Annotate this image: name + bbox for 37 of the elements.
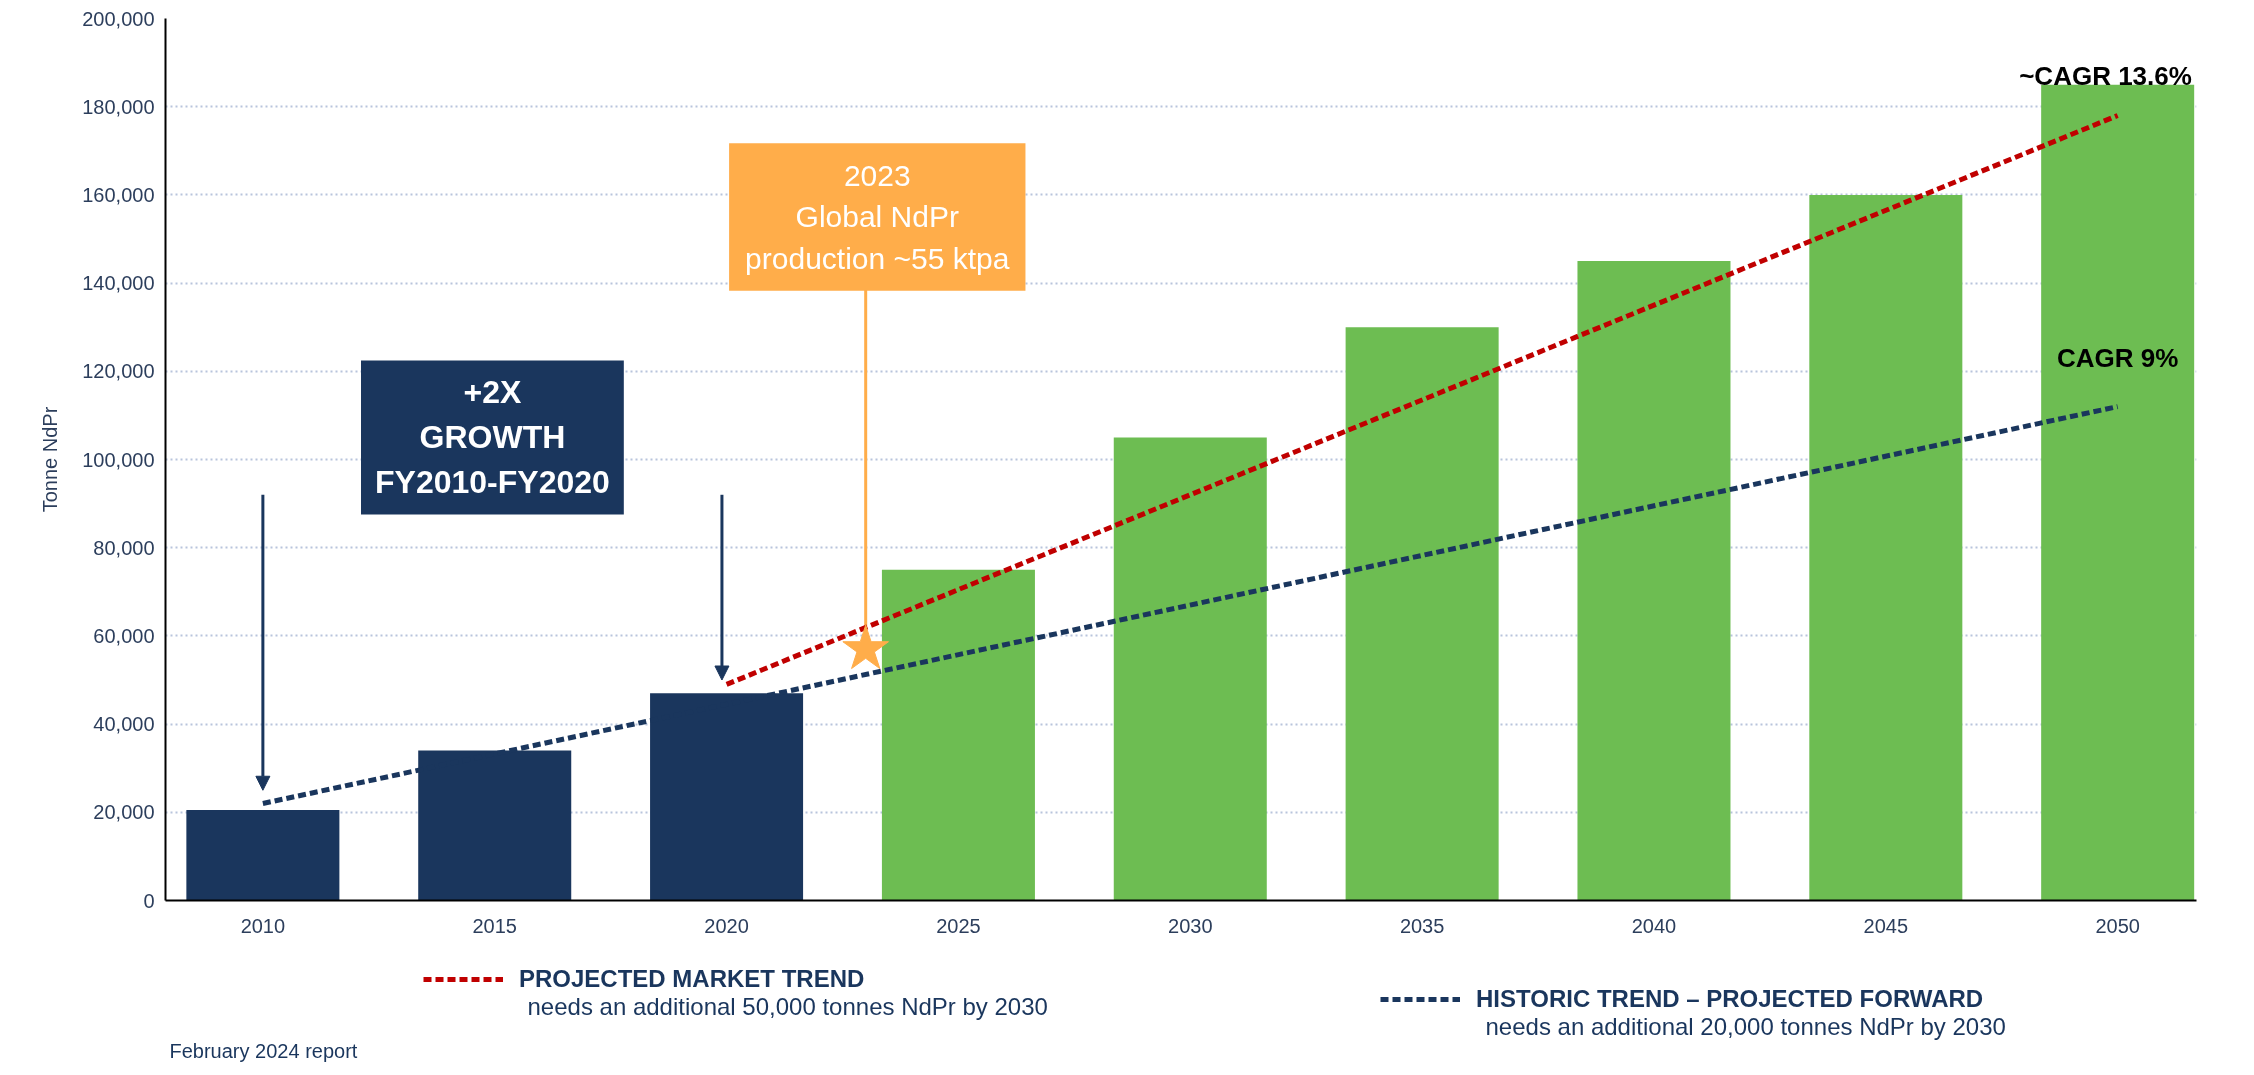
- y-tick-label: 200,000: [82, 7, 155, 30]
- bar: [1809, 194, 1963, 901]
- bar: [881, 569, 1035, 901]
- bar: [1577, 261, 1731, 901]
- bar: [1113, 437, 1267, 901]
- x-tick-label: 2035: [1399, 914, 1445, 937]
- x-tick-label: 2015: [472, 914, 517, 937]
- y-tick-label: 100,000: [82, 448, 155, 471]
- y-tick-label: 120,000: [82, 360, 155, 383]
- text: needs an additional 50,000 tonnes NdPr by 2030: [527, 992, 1048, 1020]
- legend-label: HISTORIC TREND – PROJECTED FORWARD: [1476, 985, 1984, 1013]
- bar: [1345, 327, 1499, 901]
- x-tick-label: 2025: [936, 914, 981, 937]
- y-tick-label: 20,000: [93, 801, 155, 824]
- y-tick-label: 80,000: [93, 536, 155, 559]
- y-tick-label: 140,000: [82, 272, 155, 295]
- y-tick-label: 160,000: [82, 183, 155, 206]
- x-tick-label: 2050: [2095, 914, 2140, 937]
- x-tick-label: 2030: [1168, 914, 1213, 937]
- bar: [2041, 84, 2195, 901]
- y-tick-label: 60,000: [93, 624, 155, 647]
- x-tick-label: 2010: [240, 914, 286, 937]
- legend-label: PROJECTED MARKET TREND: [519, 965, 865, 993]
- annotation: +2X GROWTH FY2010-FY2020: [375, 374, 610, 501]
- x-tick-label: 2020: [704, 914, 749, 937]
- y-axis-title: Tonne NdPr: [39, 406, 62, 513]
- x-tick-label: 2045: [1863, 914, 1909, 937]
- text: February 2024 report: [169, 1039, 358, 1062]
- bar: [186, 810, 340, 901]
- annotation: CAGR 9%: [2056, 343, 2179, 374]
- y-tick-label: 40,000: [93, 713, 155, 736]
- text: needs an additional 20,000 tonnes NdPr by 2030: [1485, 1012, 2006, 1040]
- y-tick-label: 180,000: [82, 95, 155, 118]
- annotation: 2023 Global NdPr production ~55 ktpa: [745, 159, 1010, 275]
- x-tick-label: 2040: [1631, 914, 1677, 937]
- y-tick-label: 0: [143, 889, 155, 912]
- annotation: ~CAGR 13.6%: [2019, 60, 2192, 91]
